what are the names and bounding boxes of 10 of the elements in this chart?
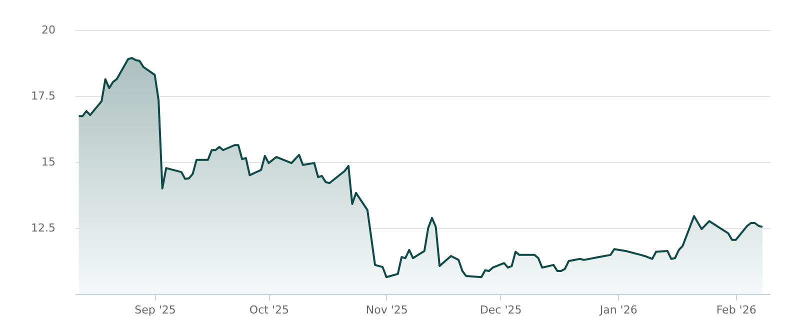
x-tick-label: Oct '25 (249, 304, 289, 316)
y-tick-label: 15 (42, 156, 56, 168)
y-tick-label: 20 (42, 24, 56, 36)
y-tick-label: 17.5 (31, 90, 56, 102)
x-tick-label: Jan '26 (598, 304, 638, 316)
x-tick-label: Feb '26 (716, 304, 756, 316)
x-tick-label: Nov '25 (366, 304, 408, 316)
x-tick-label: Dec '25 (480, 304, 522, 316)
y-tick-label: 12.5 (31, 222, 56, 234)
x-tick-label: Sep '25 (134, 304, 176, 316)
